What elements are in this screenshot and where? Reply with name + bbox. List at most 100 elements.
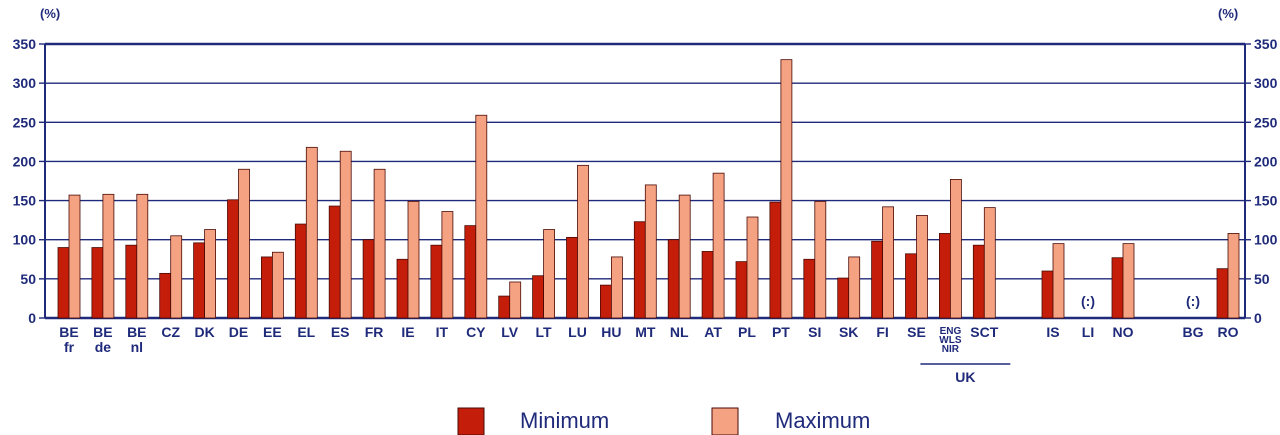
- y-tick-label-right: 350: [1254, 36, 1278, 52]
- x-tick-label: EL: [297, 324, 315, 340]
- y-tick-label-right: 0: [1254, 310, 1262, 326]
- x-tick-label: BE: [93, 324, 112, 340]
- bar-minimum: [159, 272, 172, 319]
- x-tick-label: AT: [704, 324, 722, 340]
- bar-minimum: [294, 223, 307, 319]
- bar-minimum: [498, 295, 511, 319]
- bar-maximum: [509, 281, 522, 319]
- y-tick-label-left: 100: [13, 232, 37, 248]
- bar-maximum: [102, 193, 115, 319]
- y-tick-label-right: 150: [1254, 193, 1278, 209]
- left-axis-unit: (%): [40, 6, 60, 21]
- bar-minimum: [871, 240, 883, 319]
- y-tick-label-left: 300: [13, 75, 37, 91]
- bar-minimum: [227, 199, 239, 319]
- y-tick-label-left: 250: [13, 114, 37, 130]
- bar-minimum: [1216, 268, 1229, 319]
- bar-maximum: [577, 164, 589, 319]
- legend-swatch-maximum: [711, 407, 739, 435]
- bar-minimum: [328, 205, 341, 319]
- x-tick-label: FR: [365, 324, 384, 340]
- x-tick-label: CY: [466, 324, 486, 340]
- bar-minimum: [57, 247, 70, 319]
- bar-maximum: [644, 184, 657, 319]
- x-tick-label: RO: [1218, 324, 1239, 340]
- bar-minimum: [193, 242, 206, 319]
- bar-minimum: [972, 244, 985, 319]
- y-tick-label-left: 0: [28, 310, 36, 326]
- y-tick-label-right: 300: [1254, 75, 1278, 91]
- bar-minimum: [532, 275, 544, 319]
- bar-maximum: [407, 200, 420, 319]
- bar-maximum: [882, 206, 894, 319]
- x-tick-label: EE: [263, 324, 282, 340]
- bar-maximum: [950, 179, 962, 319]
- legend-swatch-minimum: [457, 407, 485, 435]
- x-tick-label: BE: [59, 324, 78, 340]
- x-tick-label: fr: [64, 339, 75, 355]
- bar-minimum: [1111, 257, 1124, 319]
- x-tick-label: SCT: [970, 324, 998, 340]
- bar-minimum: [464, 225, 477, 319]
- y-tick-label-right: 250: [1254, 114, 1278, 130]
- bar-maximum: [238, 168, 250, 319]
- bar-minimum: [125, 244, 138, 319]
- bar-maximum: [1122, 243, 1135, 319]
- no-data-note: (:): [1081, 293, 1095, 309]
- legend-label-maximum: Maximum: [775, 408, 870, 433]
- bar-maximum: [916, 215, 928, 319]
- bar-maximum: [746, 216, 759, 319]
- bar-maximum: [983, 207, 996, 319]
- x-tick-label: FI: [876, 324, 888, 340]
- bar-maximum: [305, 146, 318, 319]
- bar-maximum: [136, 193, 149, 319]
- legend-label-minimum: Minimum: [520, 408, 609, 433]
- bar-minimum: [701, 251, 714, 319]
- bar-minimum: [667, 239, 680, 319]
- bar-maximum: [441, 211, 454, 319]
- bar-minimum: [837, 277, 850, 319]
- x-tick-label: SK: [839, 324, 858, 340]
- uk-group-label: UK: [955, 369, 975, 385]
- x-tick-label: NO: [1113, 324, 1134, 340]
- x-tick-label: HU: [601, 324, 621, 340]
- bar-maximum: [373, 168, 386, 319]
- x-tick-label: de: [95, 339, 112, 355]
- bar-minimum: [362, 239, 375, 319]
- bars: (:) (:): [57, 59, 1240, 319]
- bar-maximum: [611, 256, 623, 319]
- x-tick-label: ES: [331, 324, 350, 340]
- bar-maximum: [780, 59, 793, 319]
- bar-maximum: [475, 114, 488, 319]
- x-tick-label: LU: [568, 324, 587, 340]
- y-tick-label-left: 200: [13, 153, 37, 169]
- y-tick-label-left: 350: [13, 36, 37, 52]
- y-tick-label-right: 100: [1254, 232, 1278, 248]
- bar-maximum: [678, 194, 691, 319]
- right-axis-unit: (%): [1218, 6, 1238, 21]
- bar-maximum: [271, 251, 284, 319]
- bar-minimum: [735, 261, 748, 319]
- x-tick-label: BE: [127, 324, 146, 340]
- y-tick-label-right: 50: [1254, 271, 1270, 287]
- x-tick-label: PT: [772, 324, 790, 340]
- bar-minimum: [633, 221, 646, 319]
- bar-minimum: [905, 253, 917, 319]
- x-tick-label: WLS: [939, 335, 962, 346]
- x-tick-label: MT: [635, 324, 656, 340]
- x-tick-label: SE: [907, 324, 926, 340]
- bar-minimum: [396, 258, 409, 319]
- x-tick-label: LI: [1082, 324, 1094, 340]
- bar-maximum: [204, 229, 217, 319]
- x-tick-label: DK: [194, 324, 214, 340]
- x-tick-label: IT: [436, 324, 449, 340]
- x-tick-label: IE: [401, 324, 414, 340]
- bar-minimum: [430, 244, 443, 319]
- bar-minimum: [566, 236, 578, 319]
- bar-minimum: [91, 247, 104, 319]
- bar-minimum: [600, 284, 612, 319]
- y-tick-label-left: 150: [13, 193, 37, 209]
- x-tick-label: SI: [808, 324, 821, 340]
